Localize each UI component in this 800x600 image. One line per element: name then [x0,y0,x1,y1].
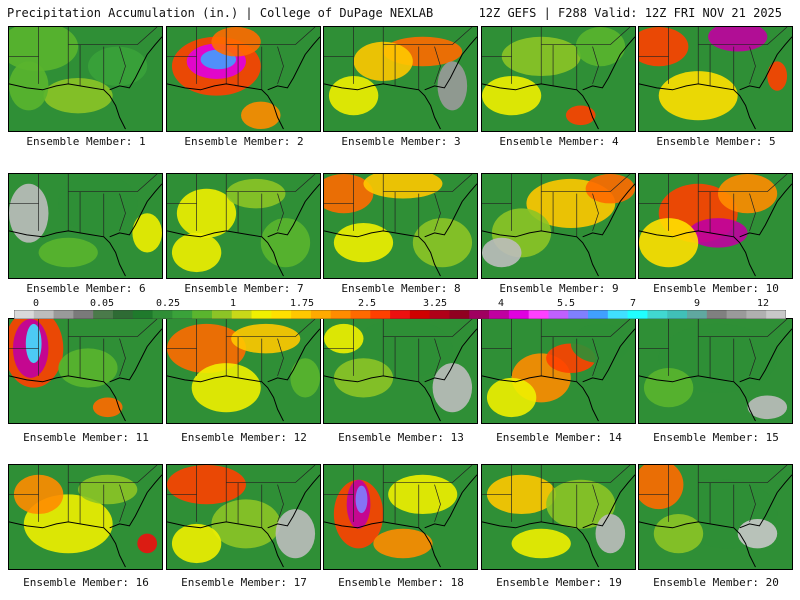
ensemble-map-panel [638,464,793,570]
colorbar-swatch [370,310,391,319]
colorbar-swatch [528,310,549,319]
colorbar-swatch [53,310,74,319]
ensemble-member-label: Ensemble Member: 8 [341,282,461,295]
precipitation-color-scale: 0 0.05 0.25 1 1.75 2.5 3.25 4 5.5 7 9 12 [14,298,786,322]
colorbar-swatch [172,310,193,319]
ensemble-map-panel [638,173,793,279]
scale-label: 4 [497,298,505,309]
colorbar-swatch [132,310,154,319]
colorbar-swatch [33,310,55,319]
ensemble-map-panel [8,464,163,570]
scale-label: 12 [756,298,770,309]
scale-label: 1.75 [289,298,315,309]
map-title: Precipitation Accumulation (in.) | Colle… [7,6,434,20]
ensemble-member-label: Ensemble Member: 3 [341,135,461,148]
scale-label: 9 [693,298,701,309]
colorbar-swatch [192,310,213,319]
ensemble-member-label: Ensemble Member: 4 [499,135,619,148]
scale-label: 0.25 [155,298,181,309]
ensemble-map-panel [481,173,636,279]
scale-label: 0 [32,298,40,309]
ensemble-member-label: Ensemble Member: 11 [23,431,149,444]
scale-label: 3.25 [422,298,448,309]
colorbar-swatch [746,310,767,319]
colorbar-swatch [350,310,371,319]
ensemble-member-label: Ensemble Member: 18 [338,576,464,589]
colorbar-swatch [687,310,708,319]
ensemble-map-panel [8,26,163,132]
ensemble-map-panel [166,173,321,279]
colorbar-swatch [429,310,450,319]
ensemble-map-panel [8,173,163,279]
colorbar-swatch [766,310,786,319]
scale-label: 1 [229,298,237,309]
ensemble-map-panel [481,318,636,424]
scale-label: 2.5 [357,298,377,309]
ensemble-map-panel [638,26,793,132]
colorbar-swatch [14,310,35,319]
ensemble-map-panel [166,464,321,570]
colorbar-swatch [508,310,530,319]
ensemble-member-label: Ensemble Member: 6 [26,282,146,295]
colorbar-swatch [568,310,589,319]
colorbar-swatch [211,310,233,319]
colorbar-swatch [390,310,411,319]
colorbar-swatch [489,310,510,319]
ensemble-member-label: Ensemble Member: 19 [496,576,622,589]
colorbar-swatch [310,310,332,319]
ensemble-map-panel [638,318,793,424]
ensemble-member-label: Ensemble Member: 14 [496,431,622,444]
colorbar-swatch [607,310,629,319]
colorbar-swatch [548,310,569,319]
ensemble-member-label: Ensemble Member: 12 [181,431,307,444]
ensemble-map-panel [323,173,478,279]
colorbar-swatch [251,310,272,319]
ensemble-member-label: Ensemble Member: 2 [184,135,304,148]
ensemble-map-panel [481,464,636,570]
ensemble-map-panel [166,318,321,424]
colorbar-swatch [152,310,173,319]
colorbar-swatch [330,310,352,319]
colorbar-swatch [409,310,431,319]
ensemble-map-panel [8,318,163,424]
colorbar-swatch [112,310,134,319]
colorbar-swatch [271,310,292,319]
ensemble-member-label: Ensemble Member: 15 [653,431,779,444]
ensemble-map-panel [323,26,478,132]
ensemble-member-label: Ensemble Member: 1 [26,135,146,148]
colorbar-swatch [588,310,609,319]
ensemble-member-label: Ensemble Member: 20 [653,576,779,589]
colorbar-swatch [93,310,114,319]
colorbar-swatch [231,310,253,319]
ensemble-member-label: Ensemble Member: 5 [656,135,776,148]
ensemble-member-label: Ensemble Member: 9 [499,282,619,295]
ensemble-member-label: Ensemble Member: 7 [184,282,304,295]
ensemble-map-panel [166,26,321,132]
ensemble-member-label: Ensemble Member: 10 [653,282,779,295]
colorbar-swatch [706,310,728,319]
scale-label: 7 [629,298,637,309]
ensemble-member-label: Ensemble Member: 17 [181,576,307,589]
ensemble-member-label: Ensemble Member: 13 [338,431,464,444]
model-run-valid-time: 12Z GEFS | F288 Valid: 12Z FRI NOV 21 20… [478,6,782,20]
colorbar-swatch [469,310,490,319]
ensemble-map-panel [323,318,478,424]
scale-label: 5.5 [556,298,576,309]
scale-label: 0.05 [89,298,115,309]
colorbar-swatch [667,310,688,319]
ensemble-map-panel [323,464,478,570]
colorbar-swatch [291,310,312,319]
colorbar-swatch [627,310,648,319]
colorbar-swatch [647,310,668,319]
colorbar-swatch [449,310,470,319]
colorbar-swatch [726,310,747,319]
ensemble-map-panel [481,26,636,132]
ensemble-member-label: Ensemble Member: 16 [23,576,149,589]
colorbar [14,310,786,319]
colorbar-swatch [73,310,94,319]
